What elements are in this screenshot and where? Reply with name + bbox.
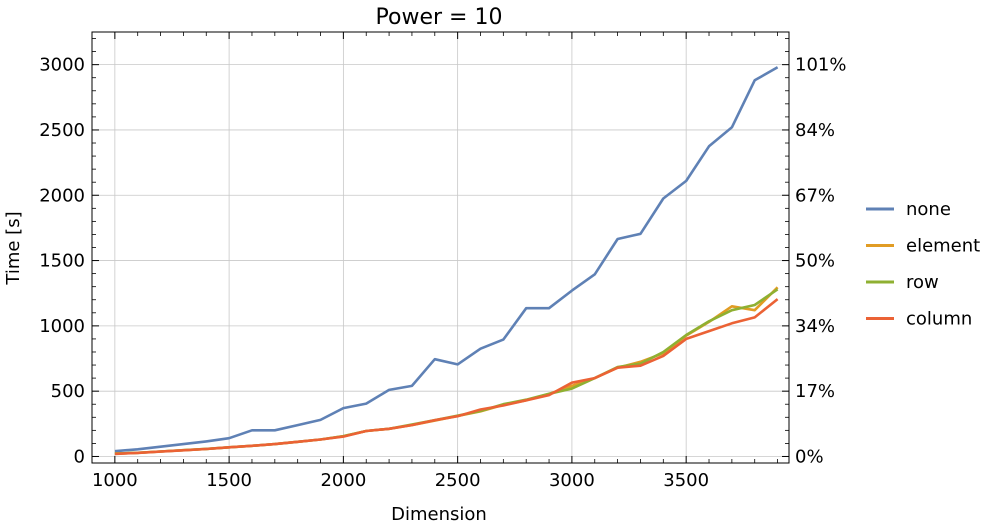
x-axis-title: Dimension	[391, 504, 487, 525]
x-tick-label: 3000	[549, 470, 595, 491]
legend-label-row: row	[906, 272, 939, 293]
series-lines	[114, 66, 779, 456]
y2-tick-label: 67%	[795, 185, 835, 206]
y2-tick-label: 17%	[795, 381, 835, 402]
y-tick-label: 2500	[39, 120, 85, 141]
x-tick-label: 3500	[663, 470, 709, 491]
y-tick-label: 3000	[39, 55, 85, 76]
x-tick-labels: 1000 1500 2000 2500 3000 3500	[92, 470, 709, 491]
x-tick-label: 1500	[206, 470, 252, 491]
series-line-row	[114, 288, 779, 455]
y2-tick-label: 50%	[795, 251, 835, 272]
y-tick-label: 500	[51, 381, 85, 402]
legend-label-none: none	[906, 199, 951, 220]
y-tick-label: 0	[74, 446, 85, 467]
series-line-none	[114, 66, 779, 453]
series-line-element	[114, 286, 779, 455]
y2-tick-label: 101%	[795, 55, 846, 76]
y-axis-title: Time [s]	[3, 211, 24, 285]
y-tick-label: 1000	[39, 316, 85, 337]
x-tick-label: 1000	[92, 470, 138, 491]
y2-tick-label: 0%	[795, 446, 824, 467]
plot-frame	[91, 31, 790, 464]
y-tick-label: 1500	[39, 251, 85, 272]
y2-tick-label: 84%	[795, 120, 835, 141]
y-tick-labels: 0 500 1000 1500 2000 2500 3000	[39, 55, 85, 468]
x-tick-label: 2000	[320, 470, 366, 491]
axis-ticks	[91, 32, 789, 463]
legend-label-element: element	[906, 236, 980, 257]
x-tick-label: 2500	[435, 470, 481, 491]
chart-title: Power = 10	[376, 5, 503, 30]
y2-tick-labels: 0% 17% 34% 50% 67% 84% 101%	[795, 55, 846, 468]
y2-tick-label: 34%	[795, 316, 835, 337]
grid-lines	[92, 32, 789, 463]
y-tick-label: 2000	[39, 185, 85, 206]
series-line-column	[114, 298, 779, 456]
legend: none element row column	[866, 199, 980, 330]
legend-label-column: column	[906, 309, 972, 330]
